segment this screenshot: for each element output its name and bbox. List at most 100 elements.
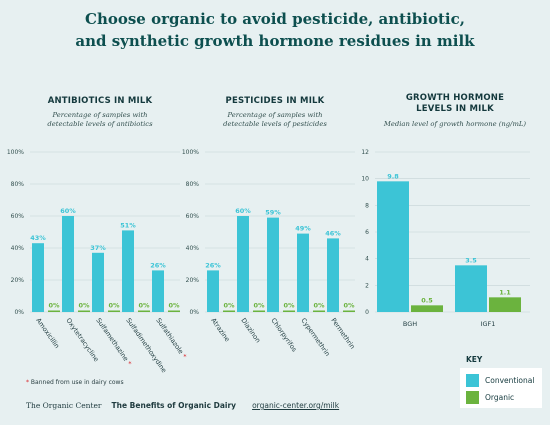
antibiotics-bar-organic — [168, 310, 180, 312]
antibiotics-bar-conventional — [62, 216, 74, 312]
legend-label-conventional: Conventional — [485, 375, 535, 385]
pesticides-category-label: Cypermethrin — [299, 317, 331, 358]
pesticides-bar-conventional — [207, 270, 219, 312]
hormone-category-label: BGH — [403, 320, 417, 328]
pesticides-ytick-label: 100% — [182, 149, 199, 156]
footnote: * Banned from use in dairy cows — [26, 379, 124, 386]
hormone-bar-conventional — [455, 265, 487, 312]
antibiotics-label-conventional: 60% — [60, 207, 76, 215]
antibiotics-bar-organic — [78, 310, 90, 312]
antibiotics-bar-organic — [108, 310, 120, 312]
pesticides-bar-organic — [313, 310, 325, 312]
pesticides-category-label: Atrazine — [209, 317, 231, 344]
pesticides-ytick-label: 20% — [186, 277, 200, 284]
antibiotics-bar-conventional — [92, 252, 104, 312]
pesticides-label-organic: 0% — [313, 302, 325, 310]
legend: Conventional Organic — [460, 368, 542, 408]
hormone-label-conventional: 9.8 — [387, 172, 399, 180]
hormone-ytick-label: 4 — [365, 256, 369, 263]
hormone-subtitle: Median level of growth hormone (ng/mL) — [383, 120, 527, 128]
antibiotics-ytick-label: 80% — [11, 181, 25, 188]
antibiotics-bar-organic — [138, 310, 150, 312]
antibiotics-label-organic: 0% — [138, 302, 150, 310]
hormone-title-1: GROWTH HORMONE — [405, 93, 505, 103]
footer-benefits: The Benefits of Organic Dairy — [111, 401, 237, 410]
footnote-text: Banned from use in dairy cows — [30, 379, 124, 386]
pesticides-subtitle-1: Percentage of samples with — [227, 111, 323, 119]
key-title: KEY — [466, 355, 483, 364]
footer-link[interactable]: organic-center.org/milk — [252, 401, 340, 410]
pesticides-subtitle-2: detectable levels of pesticides — [223, 120, 327, 128]
legend-swatch-organic — [466, 390, 479, 404]
hormone-ytick-label: 12 — [361, 149, 369, 156]
pesticides-ytick-label: 0% — [189, 309, 199, 316]
pesticides-label-conventional: 26% — [205, 261, 221, 269]
antibiotics-label-conventional: 26% — [150, 261, 166, 269]
pesticides-label-organic: 0% — [223, 302, 235, 310]
hormone-ytick-label: 2 — [365, 282, 369, 289]
antibiotics-label-organic: 0% — [168, 302, 180, 310]
hormone-bar-organic — [489, 297, 521, 312]
hormone-ytick-label: 10 — [361, 176, 369, 183]
antibiotics-label-conventional: 37% — [90, 244, 106, 252]
hormone-bar-organic — [411, 305, 443, 312]
footer: The Organic Center The Benefits of Organ… — [26, 401, 339, 410]
antibiotics-bar-conventional — [122, 230, 134, 312]
pesticides-label-conventional: 59% — [265, 209, 281, 217]
pesticides-bar-organic — [343, 310, 355, 312]
hormone-title-2: LEVELS IN MILK — [416, 104, 494, 114]
hormone-label-conventional: 3.5 — [465, 256, 477, 264]
antibiotics-banned-star-icon: * — [178, 351, 188, 361]
legend-item-organic: Organic — [466, 390, 514, 404]
hormone-ytick-label: 0 — [365, 309, 369, 316]
pesticides-ytick-label: 80% — [186, 181, 200, 188]
footer-org: The Organic Center — [26, 401, 102, 410]
antibiotics-ytick-label: 0% — [14, 309, 24, 316]
antibiotics-label-conventional: 43% — [30, 234, 46, 242]
pesticides-label-conventional: 60% — [235, 207, 251, 215]
hormone-label-organic: 1.1 — [499, 288, 511, 296]
pesticides-bar-conventional — [327, 238, 339, 312]
pesticides-label-organic: 0% — [253, 302, 265, 310]
antibiotics-label-organic: 0% — [48, 302, 60, 310]
pesticides-bar-organic — [283, 310, 295, 312]
antibiotics-title: ANTIBIOTICS IN MILK — [47, 96, 153, 106]
pesticides-label-conventional: 49% — [295, 225, 311, 233]
pesticides-category-label: Permethrin — [329, 317, 356, 351]
pesticides-label-organic: 0% — [343, 302, 355, 310]
pesticides-bar-organic — [223, 310, 235, 312]
antibiotics-category-label: Oxytetracycline — [64, 317, 100, 364]
pesticides-category-label: Chlorpyrifos — [269, 317, 298, 354]
main-title: Choose organic to avoid pesticide, antib… — [0, 8, 550, 52]
pesticides-ytick-label: 60% — [186, 213, 200, 220]
pesticides-label-organic: 0% — [283, 302, 295, 310]
pesticides-bar-conventional — [267, 217, 279, 312]
antibiotics-category-label: Amoxicillin — [34, 317, 61, 350]
legend-label-organic: Organic — [485, 392, 515, 402]
antibiotics-label-organic: 0% — [78, 302, 90, 310]
pesticides-bar-conventional — [297, 233, 309, 312]
antibiotics-category-label: Sulfathiazole * — [154, 317, 188, 361]
antibiotics-ytick-label: 100% — [7, 149, 24, 156]
antibiotics-label-organic: 0% — [108, 302, 120, 310]
legend-item-conventional: Conventional — [466, 373, 534, 387]
antibiotics-ytick-label: 20% — [11, 277, 25, 284]
pesticides-ytick-label: 40% — [186, 245, 200, 252]
footnote-star-icon: * — [26, 379, 29, 386]
hormone-category-label: IGF1 — [481, 320, 496, 328]
antibiotics-subtitle-2: detectable levels of antibiotics — [47, 120, 153, 128]
pesticides-bar-organic — [253, 310, 265, 312]
hormone-label-organic: 0.5 — [421, 296, 433, 304]
hormone-bar-conventional — [377, 181, 409, 312]
pesticides-bar-conventional — [237, 216, 249, 312]
antibiotics-banned-star-icon: * — [123, 358, 133, 368]
hormone-ytick-label: 6 — [365, 229, 369, 236]
main-title-line-1: Choose organic to avoid pesticide, antib… — [85, 10, 465, 28]
hormone-ytick-label: 8 — [365, 202, 369, 209]
antibiotics-label-conventional: 51% — [120, 221, 136, 229]
antibiotics-bar-conventional — [32, 243, 44, 312]
pesticides-label-conventional: 46% — [325, 229, 341, 237]
antibiotics-bar-conventional — [152, 270, 164, 312]
antibiotics-subtitle-1: Percentage of samples with — [52, 111, 148, 119]
